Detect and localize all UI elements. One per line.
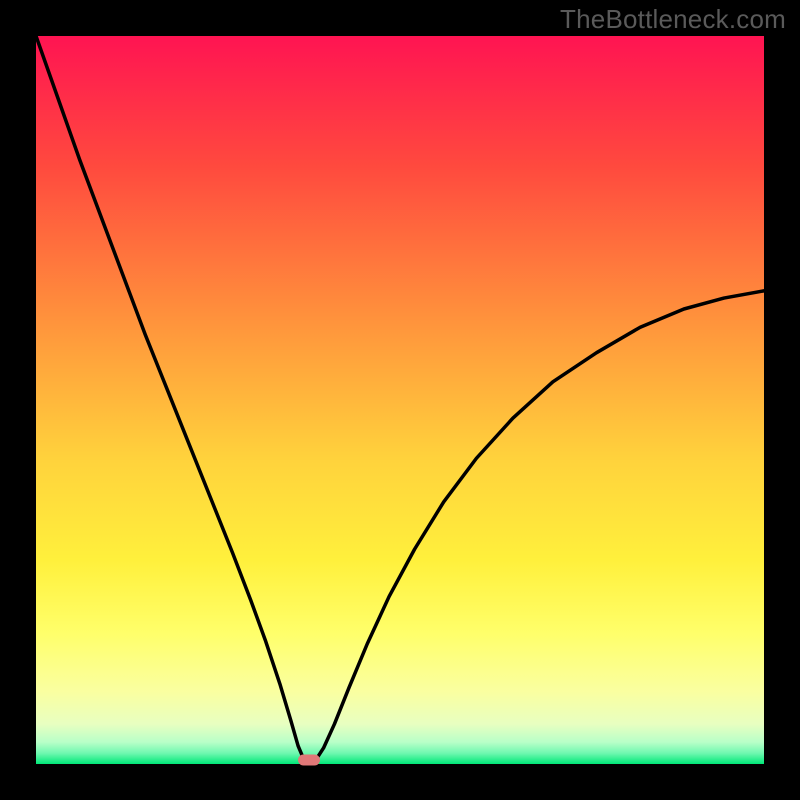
chart-frame: TheBottleneck.com <box>0 0 800 800</box>
curve-path <box>36 36 764 764</box>
plot-area <box>36 36 764 764</box>
minimum-marker <box>298 755 320 766</box>
bottleneck-curve <box>36 36 764 764</box>
watermark-text: TheBottleneck.com <box>560 4 786 35</box>
